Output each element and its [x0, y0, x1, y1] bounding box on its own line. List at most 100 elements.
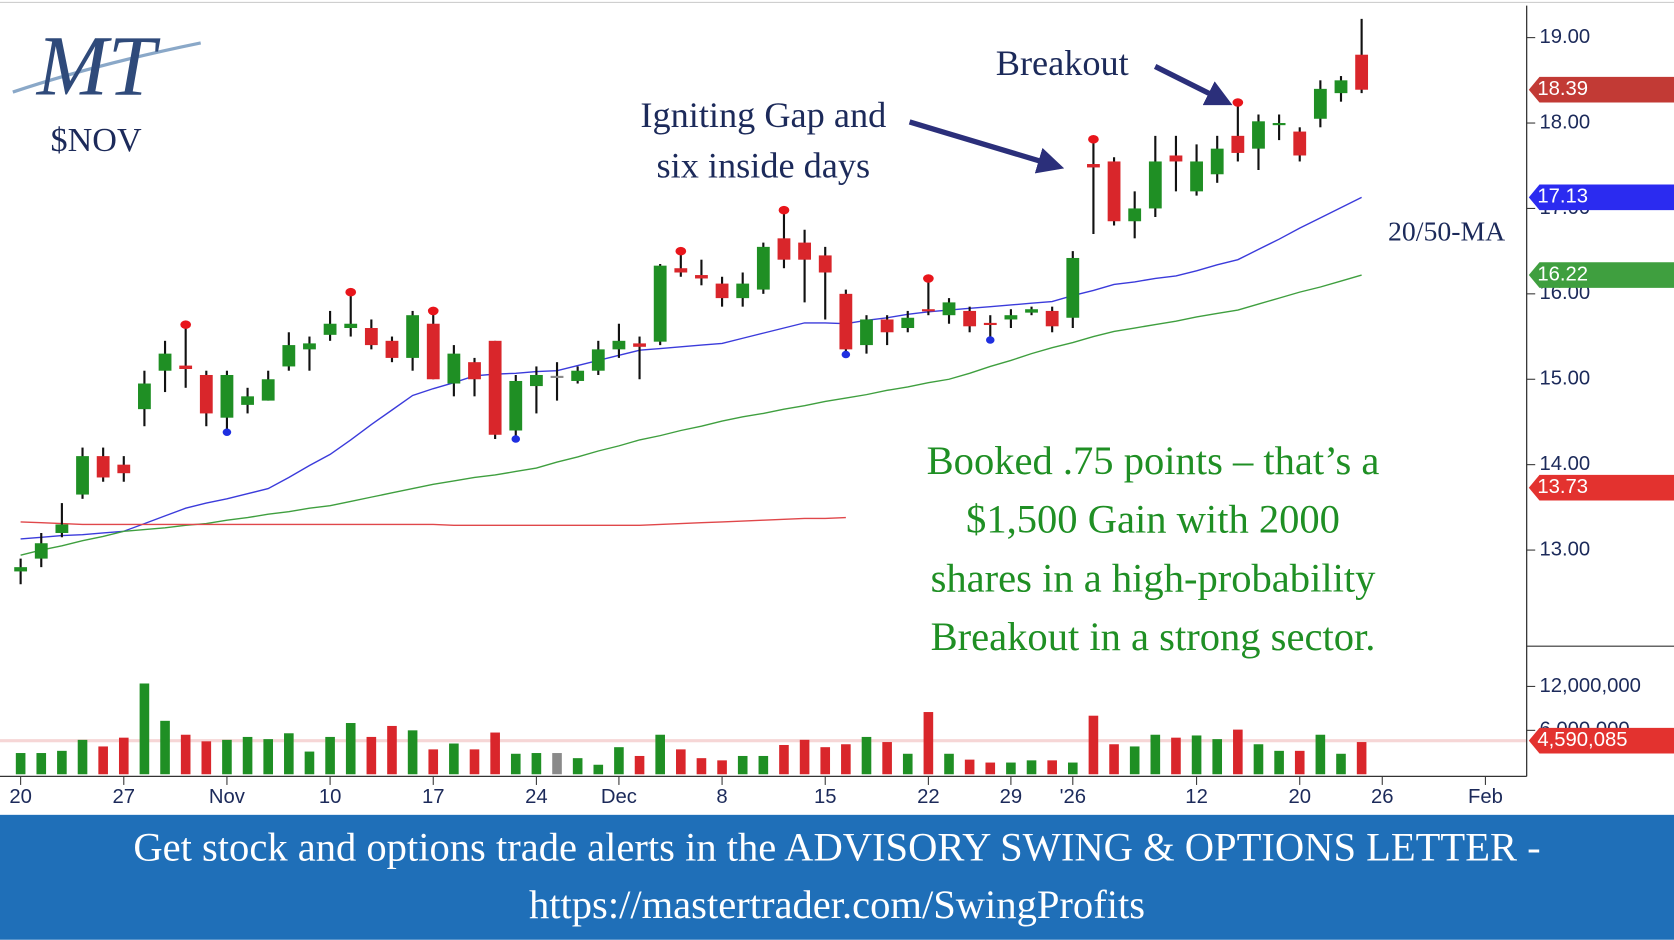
pivot-high [345, 287, 357, 297]
volume-bar [98, 746, 108, 775]
candle-body [138, 383, 151, 410]
candle-body [571, 370, 585, 381]
pivot-high [675, 246, 687, 256]
volume-bar [1067, 762, 1078, 775]
candle-body [282, 345, 296, 367]
candle-body [117, 464, 131, 474]
volume-bar [325, 736, 335, 775]
volume-bar [1150, 734, 1161, 775]
candle-body [261, 379, 275, 401]
volume-bar [964, 759, 975, 775]
volume-bar [1315, 734, 1326, 775]
candle-body [756, 246, 770, 290]
x-tick-label: 27 [113, 786, 136, 808]
x-tick-label: 12 [1185, 786, 1208, 808]
candle-body [1128, 208, 1142, 222]
footer-text: Get stock and options trade alerts in th… [133, 824, 1540, 869]
volume-bar [717, 760, 727, 775]
volume-bar [1026, 760, 1037, 775]
price-tag-bg [1528, 76, 1674, 103]
y-tick-label: 14.00 [1539, 453, 1590, 475]
candle-body [942, 302, 956, 316]
candle-body [860, 319, 873, 346]
annotation-gap: six inside days [657, 145, 871, 185]
x-tick-label: 15 [814, 786, 837, 808]
candle-body [1293, 131, 1307, 156]
logo: MT $NOV [12, 20, 202, 159]
annotation-breakout: Breakout [996, 43, 1129, 83]
volume-bar [593, 764, 604, 775]
volume-bar [779, 744, 789, 775]
volume-bar [180, 734, 191, 775]
candle-body [1210, 148, 1224, 175]
volume-bar [1006, 762, 1016, 775]
x-tick-label: 20 [9, 786, 32, 808]
annotation-note: $1,500 Gain with 2000 [966, 497, 1340, 542]
plot: 13.0014.0015.0016.0017.0018.0019.006,000… [0, 18, 1641, 808]
candle-body [1045, 310, 1059, 327]
volume-bar [469, 749, 480, 775]
candle-body [1190, 161, 1203, 192]
volume-bar [407, 730, 418, 775]
moving-average [20, 274, 1362, 556]
x-tick-label: 29 [1000, 786, 1023, 808]
candle-body [591, 349, 605, 371]
logo-swoosh [12, 41, 202, 94]
candle-body [220, 374, 234, 418]
candle-body [179, 365, 193, 370]
candle-body [96, 456, 110, 478]
volume-bar [1088, 715, 1099, 775]
y-tick-label: 13.00 [1539, 538, 1590, 560]
volume-bar [263, 739, 274, 775]
footer-link[interactable]: https://mastertrader.com/SwingProfits [529, 882, 1145, 927]
annotation-ma: 20/50-MA [1388, 216, 1505, 247]
volume-bar [572, 758, 583, 775]
volume-bar [634, 755, 645, 775]
candle-body [1313, 88, 1327, 119]
price-tag-bg [1528, 262, 1674, 288]
volume-tag-bg [1528, 727, 1674, 754]
x-tick-label: Feb [1468, 786, 1503, 808]
volume-bar [882, 742, 892, 775]
volume-bar [985, 762, 996, 775]
logo-text: MT [36, 20, 161, 114]
volume-bar [1336, 753, 1346, 775]
y-tick-label: 18.00 [1539, 111, 1590, 133]
annotation-note: Breakout in a strong sector. [931, 614, 1376, 659]
pivot-high [778, 205, 790, 215]
volume-bar [222, 739, 232, 775]
annotation-note: shares in a high-probability [931, 555, 1377, 600]
candle-body [1107, 161, 1121, 222]
x-tick-label: 26 [1371, 786, 1394, 808]
candle-body [963, 310, 977, 327]
volume-bar [1274, 750, 1284, 775]
candle-body [323, 323, 337, 335]
candle-body [880, 319, 894, 333]
pivot-high [1232, 98, 1244, 107]
candle-body [1148, 161, 1162, 209]
candle-body [385, 340, 399, 358]
volume-bar [387, 725, 397, 775]
ticker: $NOV [51, 122, 142, 159]
candle-body [1066, 257, 1080, 318]
volume-bar [490, 732, 500, 775]
arrow [908, 119, 1065, 174]
candle-body [901, 317, 915, 329]
price-tag: 16.22 [1537, 263, 1588, 285]
candle-body [406, 315, 420, 358]
volume-bar [861, 736, 872, 775]
volume-bar [1233, 729, 1243, 775]
candle-body [818, 255, 832, 273]
volume-bar [366, 736, 377, 775]
volume-tag: 4,590,085 [1537, 729, 1627, 751]
volume-bar [242, 736, 253, 775]
candle-body [653, 265, 667, 342]
candle-body [777, 238, 791, 260]
pivot-low [222, 428, 232, 436]
candle-body [447, 353, 461, 384]
price-tag-bg [1528, 474, 1674, 501]
volume-bar [449, 743, 459, 775]
volume-bar [304, 751, 315, 775]
candle-body [921, 309, 935, 312]
